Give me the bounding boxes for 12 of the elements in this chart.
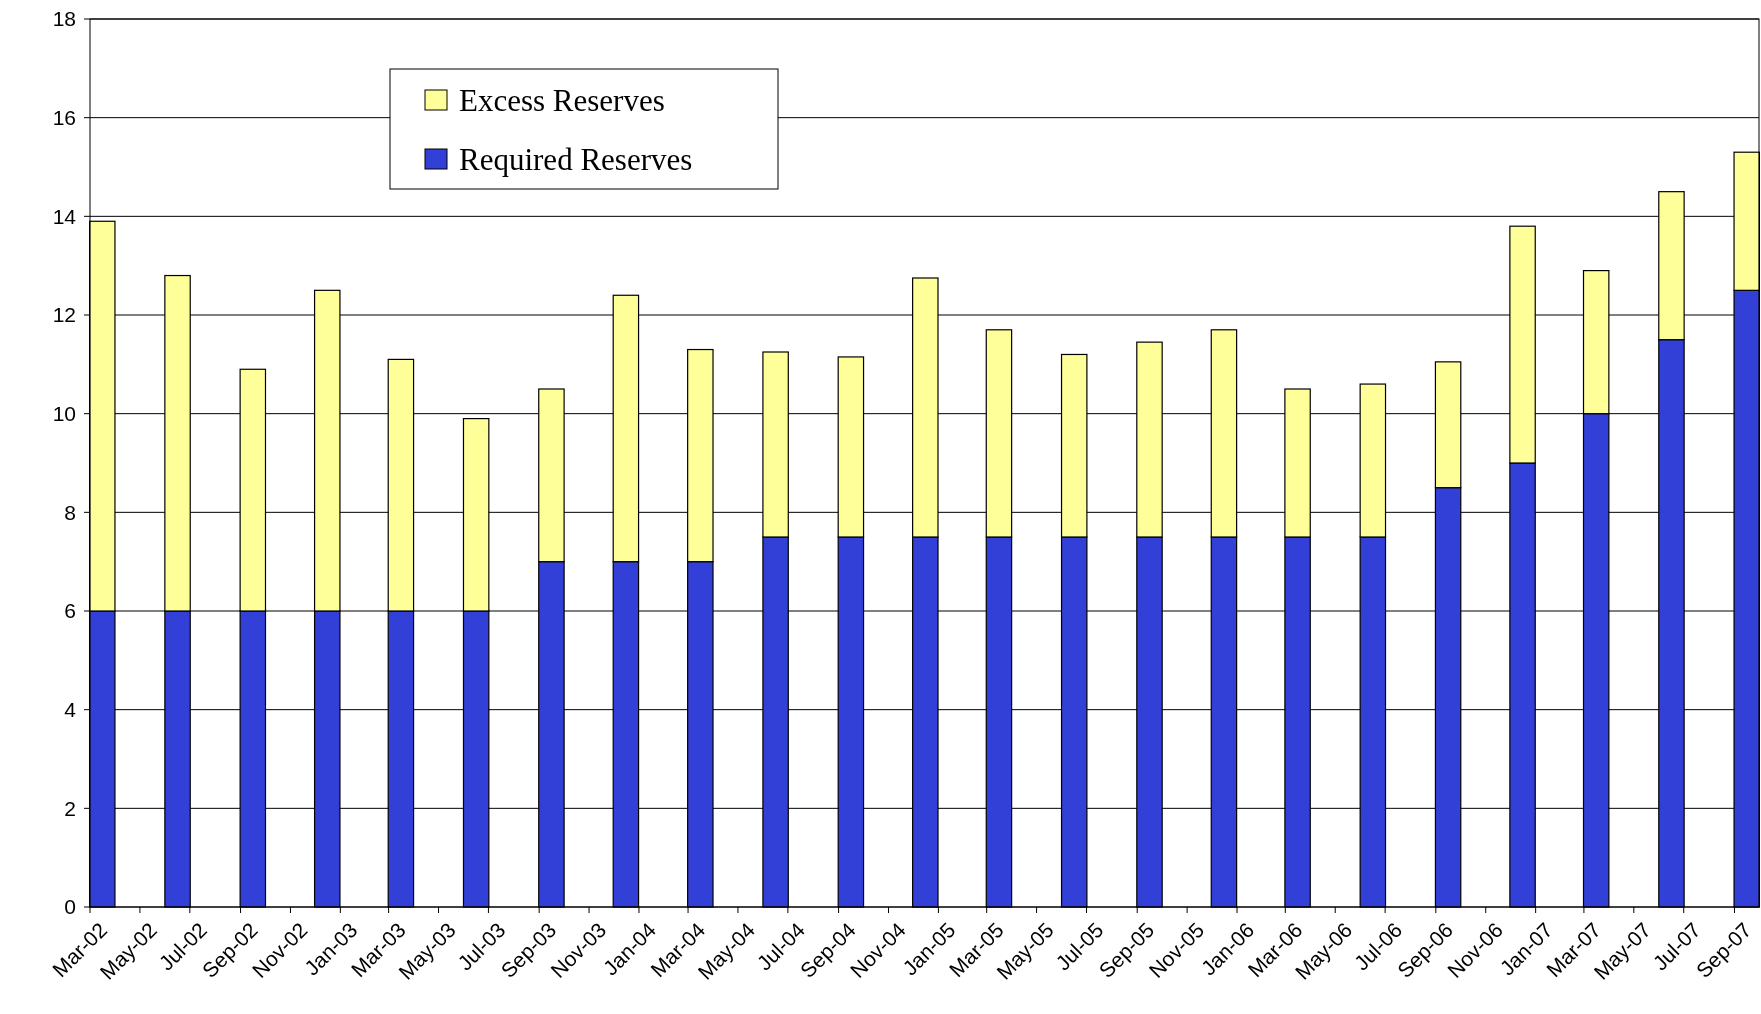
y-tick-label: 6 xyxy=(64,599,76,623)
y-tick-label: 12 xyxy=(52,303,76,327)
y-tick-label: 8 xyxy=(64,500,76,524)
y-tick-label: 18 xyxy=(52,7,76,31)
y-tick-label: 16 xyxy=(52,106,76,130)
y-tick-label: 0 xyxy=(64,895,76,919)
y-tick-label: 14 xyxy=(52,204,77,228)
y-tick-label: 10 xyxy=(52,402,76,426)
y-tick-label: 2 xyxy=(64,796,76,820)
legend-label: Excess Reserves xyxy=(459,82,665,118)
legend-label: Required Reserves xyxy=(459,141,693,177)
y-tick-label: 4 xyxy=(64,698,77,722)
